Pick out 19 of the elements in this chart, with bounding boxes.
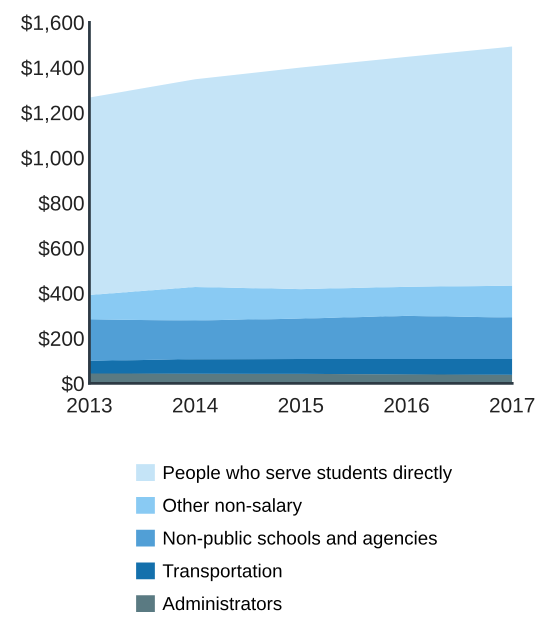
- y-tick-label: $1,600: [21, 14, 84, 33]
- y-tick-label: $1,400: [21, 60, 84, 78]
- x-tick-label: 2016: [384, 398, 429, 413]
- legend-label: Other non-salary: [163, 498, 302, 516]
- y-tick-label: $200: [38, 330, 84, 348]
- y-tick-label: $400: [38, 285, 84, 302]
- legend-label: Transportation: [162, 564, 282, 582]
- x-tick-label: 2015: [278, 398, 324, 413]
- legend-label: Non-public schools and agencies: [164, 530, 437, 548]
- y-tick-label: $1,200: [21, 104, 84, 123]
- legend-label: Administrators: [162, 596, 282, 610]
- y-tick-label: $0: [62, 376, 84, 392]
- y-tick-label: $600: [38, 240, 84, 258]
- x-tick-label: 2017: [490, 398, 534, 413]
- y-tick-label: $1,000: [21, 150, 84, 168]
- y-tick-label: $800: [38, 195, 84, 212]
- legend-label: People who serve students directly: [164, 465, 452, 483]
- x-tick-label: 2013: [67, 398, 112, 413]
- x-tick-label: 2014: [173, 398, 218, 413]
